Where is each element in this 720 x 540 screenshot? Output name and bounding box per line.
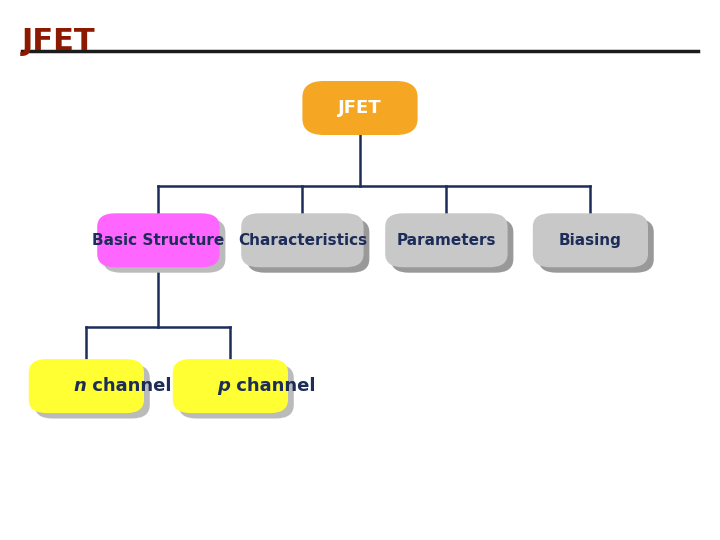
- Text: n: n: [73, 377, 86, 395]
- Text: channel: channel: [86, 377, 172, 395]
- FancyBboxPatch shape: [29, 359, 144, 413]
- FancyBboxPatch shape: [391, 219, 513, 273]
- FancyBboxPatch shape: [173, 359, 288, 413]
- Text: JFET: JFET: [22, 27, 95, 56]
- Text: Basic Structure: Basic Structure: [92, 233, 225, 248]
- Text: JFET: JFET: [338, 99, 382, 117]
- FancyBboxPatch shape: [35, 364, 150, 418]
- Text: p: p: [217, 377, 230, 395]
- Text: Characteristics: Characteristics: [238, 233, 367, 248]
- FancyBboxPatch shape: [247, 219, 369, 273]
- Text: channel: channel: [230, 377, 316, 395]
- FancyBboxPatch shape: [241, 213, 364, 267]
- FancyBboxPatch shape: [97, 213, 220, 267]
- FancyBboxPatch shape: [539, 219, 654, 273]
- FancyBboxPatch shape: [103, 219, 225, 273]
- FancyBboxPatch shape: [179, 364, 294, 418]
- FancyBboxPatch shape: [302, 81, 418, 135]
- FancyBboxPatch shape: [533, 213, 648, 267]
- FancyBboxPatch shape: [385, 213, 508, 267]
- Text: Biasing: Biasing: [559, 233, 622, 248]
- Text: Parameters: Parameters: [397, 233, 496, 248]
